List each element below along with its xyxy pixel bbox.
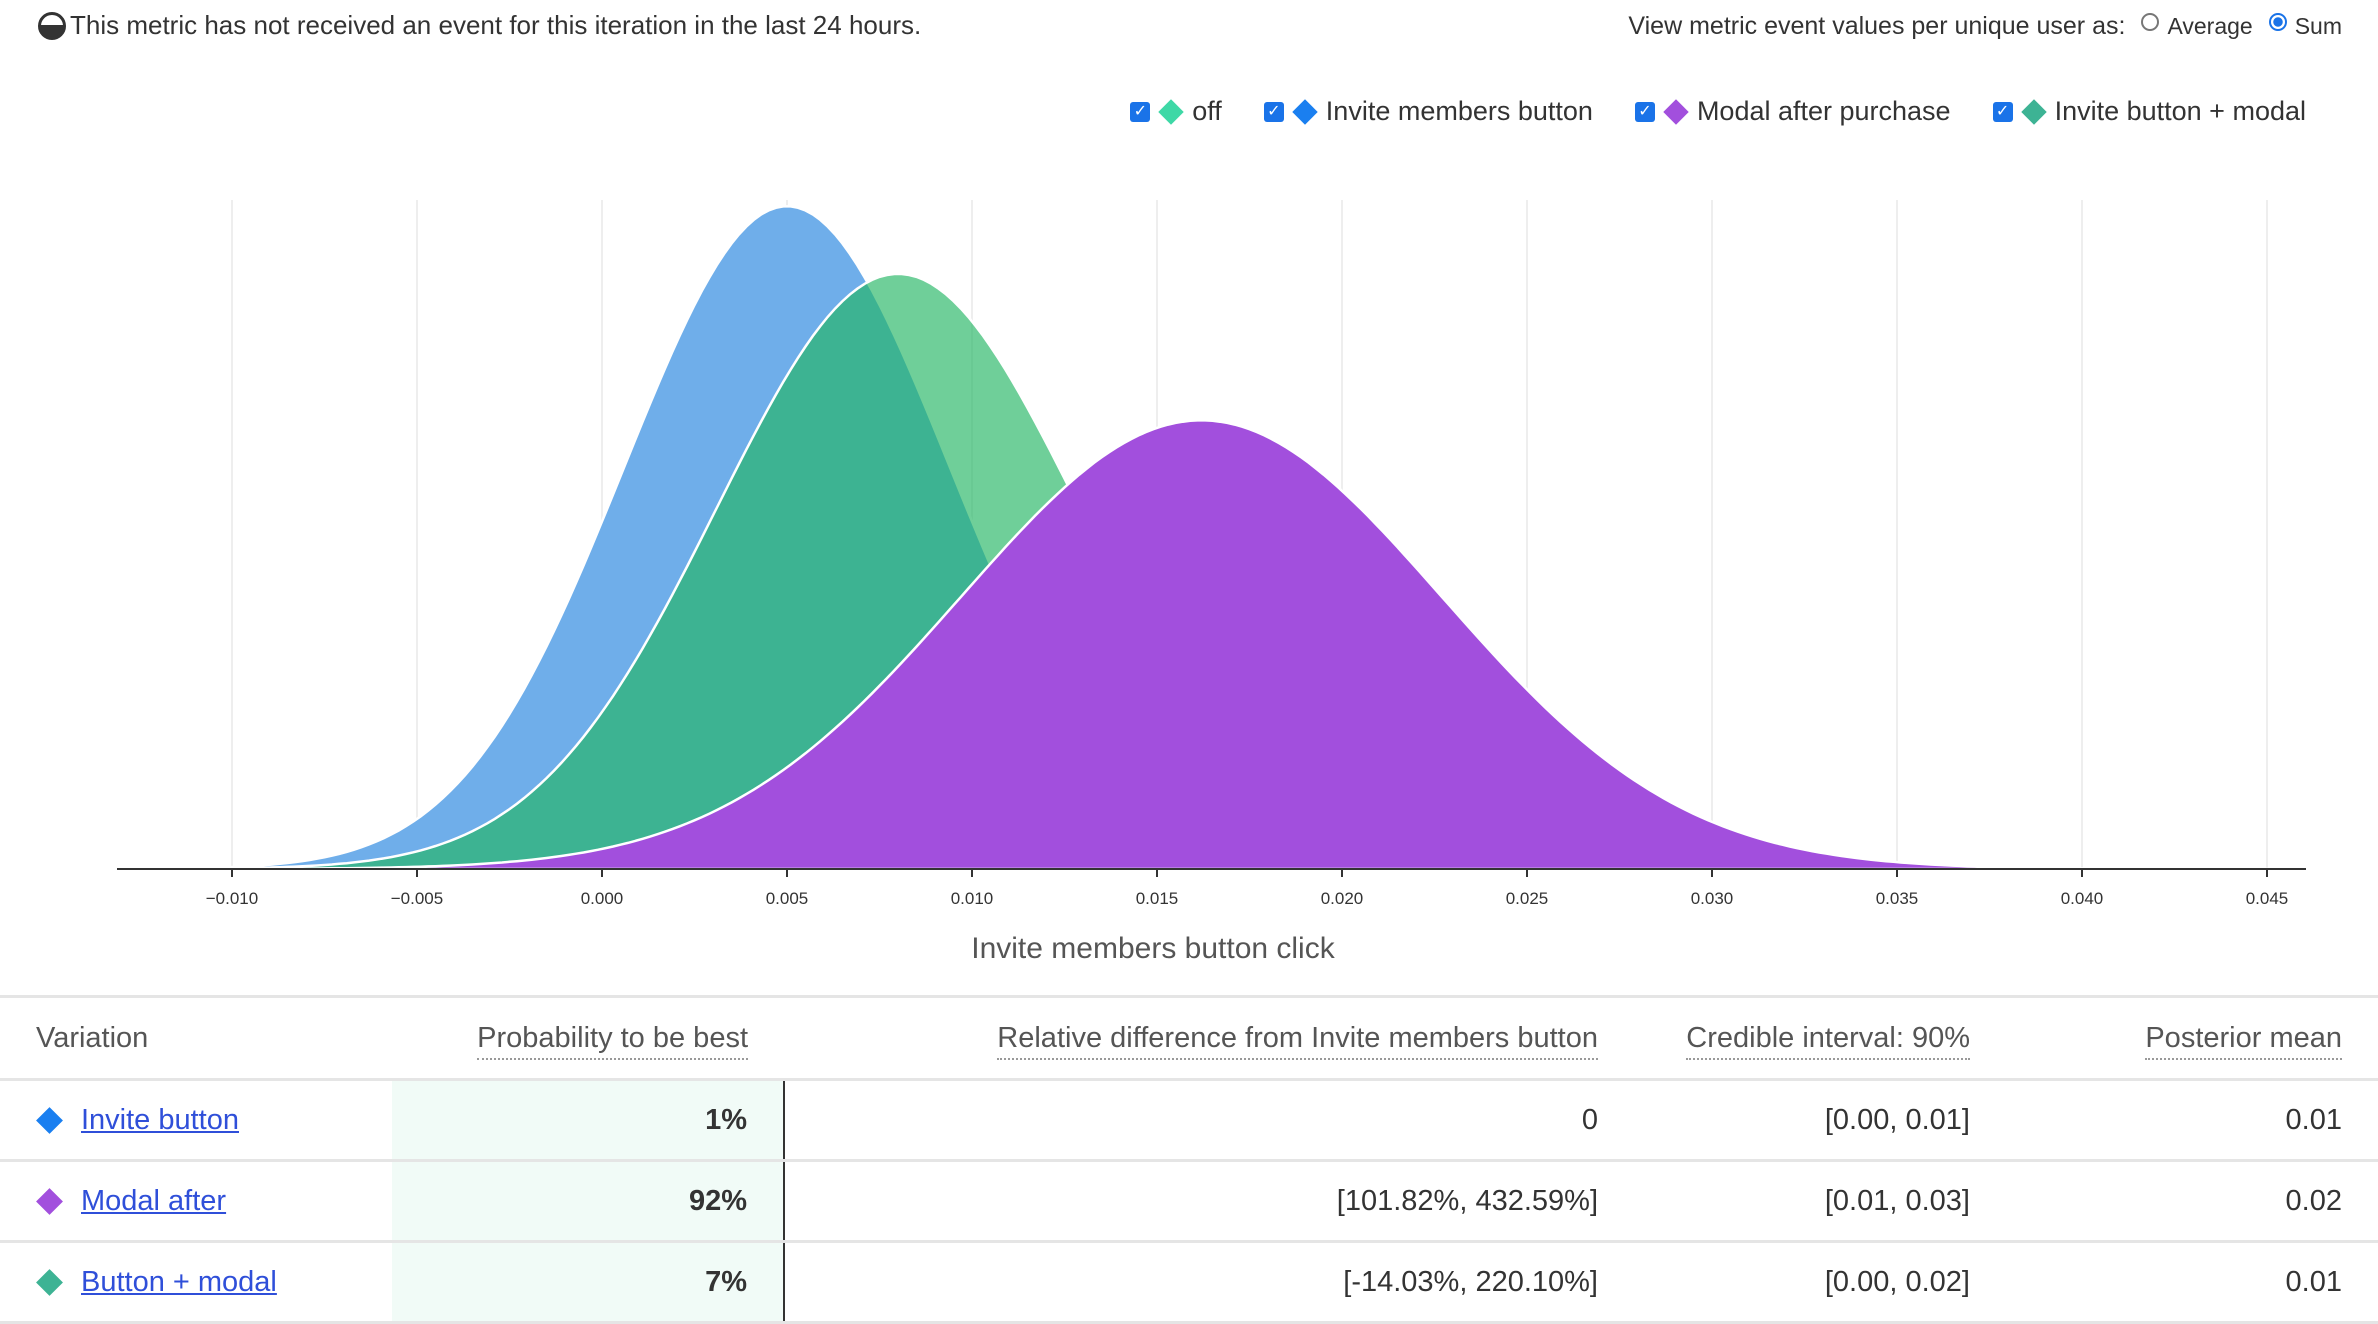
variation-link[interactable]: Modal after <box>81 1184 227 1217</box>
relative-difference-cell: [101.82%, 432.59%] <box>784 1160 1634 1243</box>
header-credible-interval-label: Credible interval: 90% <box>1686 1021 1970 1060</box>
notice-text: This metric has not received an event fo… <box>70 10 922 40</box>
sum-radio[interactable] <box>2268 12 2287 31</box>
header-posterior-mean[interactable]: Posterior mean <box>2006 995 2378 1081</box>
average-radio[interactable] <box>2141 12 2160 31</box>
table-row: Modal after 92% [101.82%, 432.59%] [0.01… <box>0 1160 2378 1243</box>
chart-legend: ✓ off ✓ Invite members button ✓ Modal af… <box>1130 96 2306 127</box>
view-toggle-label: View metric event values per unique user… <box>1628 12 2126 40</box>
credible-interval-cell: [0.00, 0.01] <box>1634 1079 2006 1162</box>
x-tick-label: 0.040 <box>2061 889 2104 908</box>
header-posterior-mean-label: Posterior mean <box>2145 1021 2342 1060</box>
variation-link[interactable]: Invite button <box>81 1103 239 1136</box>
table-row: Invite button 1% 0 [0.00, 0.01] 0.01 <box>0 1079 2378 1162</box>
x-tick-label: 0.030 <box>1691 889 1734 908</box>
credible-interval-cell: [0.00, 0.02] <box>1634 1241 2006 1324</box>
checkbox-icon[interactable]: ✓ <box>1130 101 1151 122</box>
diamond-icon <box>36 1106 63 1134</box>
relative-difference-cell: 0 <box>784 1079 1634 1162</box>
x-tick-label: 0.025 <box>1506 889 1549 908</box>
x-tick-label: 0.000 <box>581 889 624 908</box>
variation-link[interactable]: Button + modal <box>81 1265 277 1298</box>
view-toggle: View metric event values per unique user… <box>1628 12 2342 41</box>
legend-label: Invite button + modal <box>2054 96 2306 126</box>
header-probability-label: Probability to be best <box>477 1021 748 1060</box>
checkbox-icon[interactable]: ✓ <box>1263 101 1284 122</box>
legend-item-off[interactable]: ✓ off <box>1130 96 1222 127</box>
checkbox-icon[interactable]: ✓ <box>1992 101 2013 122</box>
probability-cell: 1% <box>392 1079 785 1162</box>
legend-item-invite-button-modal[interactable]: ✓ Invite button + modal <box>1992 96 2306 127</box>
header-variation: Variation <box>0 995 392 1081</box>
header-relative-difference[interactable]: Relative difference from Invite members … <box>784 995 1634 1081</box>
probability-cell: 7% <box>392 1241 785 1324</box>
posterior-mean-cell: 0.01 <box>2006 1241 2378 1324</box>
x-tick-label: 0.020 <box>1321 889 1364 908</box>
header-relative-difference-label: Relative difference from Invite members … <box>997 1021 1598 1060</box>
results-table: Variation Probability to be best Relativ… <box>0 995 2378 1324</box>
posterior-mean-cell: 0.01 <box>2006 1079 2378 1162</box>
probability-cell: 92% <box>392 1160 785 1243</box>
no-events-notice: This metric has not received an event fo… <box>38 10 921 41</box>
table-row: Button + modal 7% [-14.03%, 220.10%] [0.… <box>0 1241 2378 1324</box>
legend-item-modal-after-purchase[interactable]: ✓ Modal after purchase <box>1634 96 1951 127</box>
legend-label: Modal after purchase <box>1696 96 1951 126</box>
distribution-chart: −0.010 −0.005 0.000 0.005 0.010 0.015 0.020 0.0… <box>116 200 2323 908</box>
x-tick-label: 0.005 <box>766 889 809 908</box>
relative-difference-cell: [-14.03%, 220.10%] <box>784 1241 1634 1324</box>
density-area-modal-after-purchase <box>117 419 2323 871</box>
credible-interval-cell: [0.01, 0.03] <box>1634 1160 2006 1243</box>
header-probability[interactable]: Probability to be best <box>392 995 784 1081</box>
sum-label[interactable]: Sum <box>2294 13 2342 39</box>
x-tick-label: −0.010 <box>206 889 258 908</box>
half-filled-circle-icon <box>38 11 66 40</box>
legend-label: Invite members button <box>1325 96 1593 126</box>
variation-cell: Modal after <box>0 1160 392 1243</box>
posterior-mean-cell: 0.02 <box>2006 1160 2378 1243</box>
x-tick-label: 0.035 <box>1876 889 1919 908</box>
x-tick-label: 0.045 <box>2246 889 2289 908</box>
legend-item-invite-members-button[interactable]: ✓ Invite members button <box>1263 96 1593 127</box>
checkbox-icon[interactable]: ✓ <box>1634 101 1655 122</box>
header-credible-interval[interactable]: Credible interval: 90% <box>1634 995 2006 1081</box>
diamond-icon <box>36 1187 63 1215</box>
average-label[interactable]: Average <box>2167 13 2253 39</box>
table-header-row: Variation Probability to be best Relativ… <box>0 995 2378 1081</box>
variation-cell: Button + modal <box>0 1241 392 1324</box>
legend-label: off <box>1192 96 1222 126</box>
diamond-icon <box>36 1268 63 1296</box>
x-axis-label: Invite members button click <box>971 932 1335 965</box>
x-tick-label: 0.010 <box>951 889 994 908</box>
variation-cell: Invite button <box>0 1079 392 1162</box>
x-tick-label: 0.015 <box>1136 889 1179 908</box>
x-tick-label: −0.005 <box>391 889 443 908</box>
